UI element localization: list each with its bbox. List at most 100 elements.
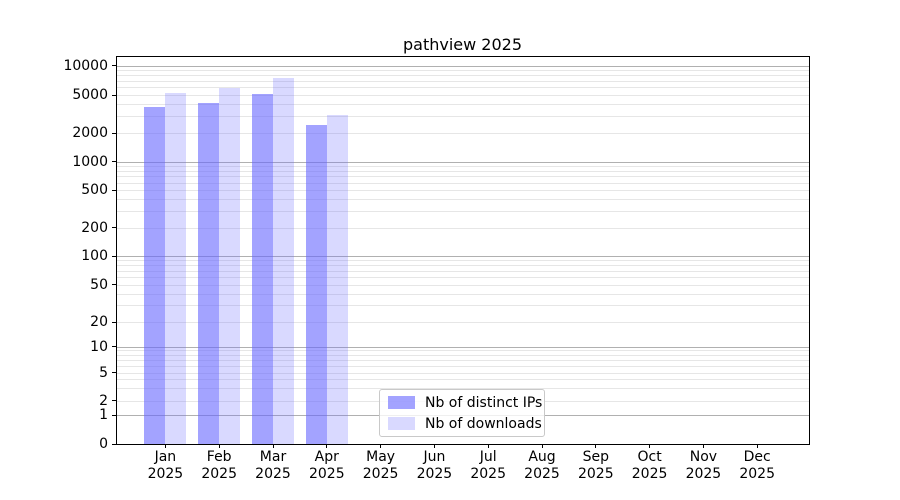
x-tick-mark: [326, 444, 328, 448]
x-tick-label: Jul 2025: [470, 449, 506, 482]
gridline-minor: [117, 210, 809, 212]
y-tick-mark: [112, 189, 116, 191]
legend-label-downloads: Nb of downloads: [425, 415, 542, 432]
gridline-minor: [117, 277, 809, 278]
y-tick-mark: [112, 65, 116, 66]
legend-label-distinct-ips: Nb of distinct IPs: [425, 394, 543, 411]
gridline-minor: [117, 354, 809, 356]
y-tick-mark: [112, 132, 116, 134]
x-tick-mark: [487, 444, 489, 448]
y-tick-mark: [112, 284, 116, 285]
gridline-minor: [117, 95, 809, 96]
gridline-minor: [117, 133, 809, 134]
gridline-minor: [117, 388, 809, 390]
y-tick-label: 5000: [72, 87, 108, 103]
y-tick-label: 100: [81, 248, 108, 264]
legend: Nb of distinct IPs Nb of downloads: [379, 389, 545, 437]
x-tick-label: Oct 2025: [631, 449, 668, 482]
x-tick-label: Jan 2025: [147, 449, 184, 482]
bar-downloads: [326, 114, 348, 444]
gridline-minor: [117, 322, 809, 323]
y-tick-mark: [112, 255, 116, 257]
x-tick-label: Nov 2025: [685, 449, 722, 482]
x-tick-mark: [272, 444, 274, 448]
gridline-major: [117, 65, 809, 67]
gridline-minor: [117, 74, 809, 76]
x-tick-label: Mar 2025: [255, 449, 291, 482]
gridline-minor: [117, 265, 809, 267]
x-tick-mark: [218, 444, 220, 448]
x-tick-mark: [541, 444, 543, 448]
x-tick-mark: [595, 444, 597, 448]
x-tick-mark: [380, 444, 382, 448]
gridline-minor: [117, 365, 809, 367]
y-tick-mark: [112, 321, 116, 323]
y-tick-mark: [112, 443, 116, 445]
y-tick-label: 20: [90, 314, 108, 330]
x-tick-label: Feb 2025: [201, 449, 237, 482]
gridline-minor: [117, 260, 809, 262]
y-tick-label: 200: [81, 219, 108, 236]
y-tick-label: 10: [90, 338, 108, 355]
legend-item-downloads: Nb of downloads: [380, 413, 544, 434]
bar-distinct-ips: [144, 106, 166, 444]
legend-item-distinct-ips: Nb of distinct IPs: [380, 392, 544, 413]
y-tick-label: 500: [81, 182, 108, 198]
x-tick-mark: [649, 444, 651, 448]
gridline-minor: [117, 87, 809, 89]
legend-swatch-distinct-ips-icon: [388, 396, 415, 409]
x-tick-mark: [702, 444, 704, 448]
y-tick-mark: [112, 227, 116, 228]
gridline-minor: [117, 165, 809, 167]
gridline-minor: [117, 270, 809, 272]
x-tick-label: Aug 2025: [524, 449, 560, 482]
x-tick-label: May 2025: [362, 449, 399, 482]
bar-distinct-ips: [252, 93, 273, 444]
gridline-minor: [117, 359, 809, 361]
y-tick-mark: [112, 94, 116, 96]
gridline-major: [117, 346, 809, 348]
gridline-minor: [117, 350, 809, 352]
y-tick-label: 0: [99, 436, 108, 452]
bar-distinct-ips: [305, 125, 327, 444]
x-tick-label: Jun 2025: [416, 449, 453, 482]
x-tick-label: Apr 2025: [308, 449, 345, 482]
x-tick-mark: [433, 444, 435, 448]
y-tick-mark: [112, 400, 116, 401]
y-tick-label: 1: [99, 407, 108, 423]
gridline-major: [117, 256, 809, 257]
bar-downloads: [219, 87, 241, 444]
bar-downloads: [273, 77, 294, 444]
plot-area: [116, 56, 810, 445]
gridline-minor: [117, 379, 809, 381]
y-tick-mark: [112, 414, 116, 416]
gridline-minor: [117, 170, 809, 172]
gridline-minor: [117, 104, 809, 106]
bar-downloads: [165, 92, 187, 444]
y-tick-mark: [112, 161, 116, 162]
gridline-minor: [117, 305, 809, 307]
x-tick-label: Sep 2025: [577, 449, 614, 482]
y-tick-label: 10000: [63, 57, 108, 74]
chart-title: pathview 2025: [402, 35, 523, 54]
gridline-minor: [117, 80, 809, 82]
legend-swatch-downloads-icon: [388, 417, 415, 430]
y-tick-label: 2000: [72, 125, 108, 141]
x-tick-mark: [756, 444, 758, 448]
gridline-minor: [117, 227, 809, 229]
x-tick-label: Dec 2025: [739, 449, 775, 482]
gridline-minor: [117, 182, 809, 184]
y-tick-mark: [112, 346, 116, 347]
gridline-minor: [117, 284, 809, 286]
gridline-major: [117, 161, 809, 163]
gridline-minor: [117, 176, 809, 178]
gridline-minor: [117, 190, 809, 191]
y-tick-mark: [112, 372, 116, 373]
gridline-minor: [117, 116, 809, 118]
gridline-minor: [117, 293, 809, 295]
y-tick-label: 1000: [72, 153, 108, 170]
gridline-minor: [117, 199, 809, 201]
gridline-minor: [117, 372, 809, 374]
y-tick-label: 5: [99, 364, 108, 381]
